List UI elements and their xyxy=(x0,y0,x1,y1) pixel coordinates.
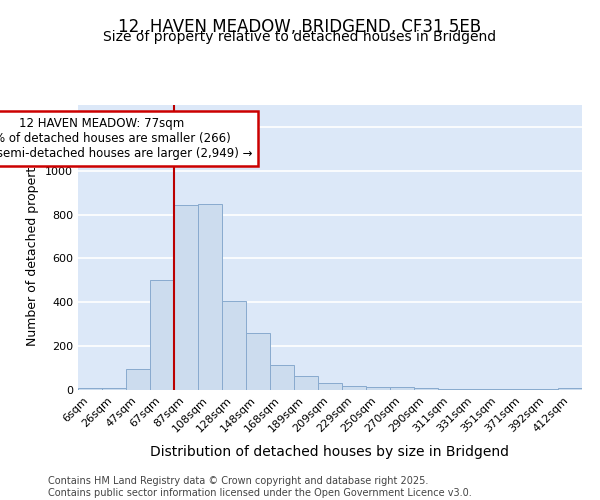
X-axis label: Distribution of detached houses by size in Bridgend: Distribution of detached houses by size … xyxy=(151,445,509,459)
Bar xyxy=(294,376,318,390)
Bar xyxy=(246,333,270,390)
Bar xyxy=(270,365,294,390)
Bar xyxy=(462,389,486,390)
Bar xyxy=(102,388,126,390)
Bar xyxy=(390,388,414,390)
Text: Contains HM Land Registry data © Crown copyright and database right 2025.
Contai: Contains HM Land Registry data © Crown c… xyxy=(48,476,472,498)
Bar xyxy=(222,301,246,390)
Bar xyxy=(78,388,102,390)
Text: Size of property relative to detached houses in Bridgend: Size of property relative to detached ho… xyxy=(103,30,497,44)
Bar xyxy=(342,386,366,390)
Bar xyxy=(150,280,174,390)
Bar xyxy=(174,205,198,390)
Bar xyxy=(198,204,222,390)
Text: 12 HAVEN MEADOW: 77sqm
← 8% of detached houses are smaller (266)
91% of semi-det: 12 HAVEN MEADOW: 77sqm ← 8% of detached … xyxy=(0,117,252,160)
Text: 12, HAVEN MEADOW, BRIDGEND, CF31 5EB: 12, HAVEN MEADOW, BRIDGEND, CF31 5EB xyxy=(118,18,482,36)
Y-axis label: Number of detached properties: Number of detached properties xyxy=(26,149,40,346)
Bar xyxy=(510,389,534,390)
Bar xyxy=(366,388,390,390)
Bar xyxy=(318,384,342,390)
Bar xyxy=(414,388,438,390)
Bar xyxy=(486,389,510,390)
Bar xyxy=(558,388,582,390)
Bar xyxy=(438,389,462,390)
Bar xyxy=(126,369,150,390)
